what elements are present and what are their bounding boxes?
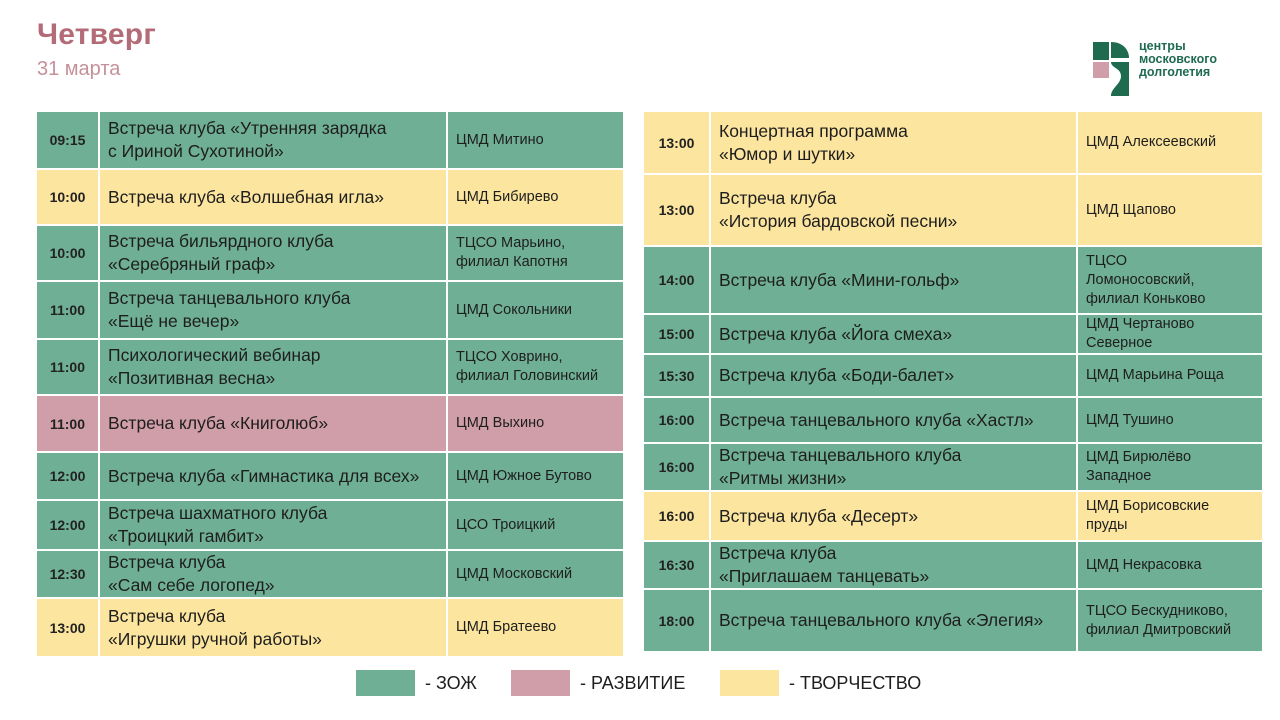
brand-logo: центры московского долголетия xyxy=(1093,40,1253,100)
event-time: 11:00 xyxy=(35,394,100,453)
event-time: 10:00 xyxy=(35,168,100,226)
event-title: Встреча танцевального клуба «Ещё не вечер… xyxy=(98,280,448,340)
event-time: 15:30 xyxy=(642,353,711,398)
event-venue: ТЦСО Бескудниково, филиал Дмитровский xyxy=(1076,588,1264,653)
event-title: Встреча клуба «Гимнастика для всех» xyxy=(98,451,448,501)
event-title: Встреча клуба «Волшебная игла» xyxy=(98,168,448,226)
event-title: Встреча танцевального клуба «Ритмы жизни» xyxy=(709,442,1078,492)
event-title: Встреча клуба «Мини-гольф» xyxy=(709,245,1078,315)
schedule-row: 16:30 Встреча клуба «Приглашаем танцевать»… xyxy=(642,540,1264,590)
event-venue: ЦМД Южное Бутово xyxy=(446,451,625,501)
event-time: 13:00 xyxy=(642,173,711,247)
event-title: Психологический вебинар «Позитивная весна… xyxy=(98,338,448,396)
event-venue: ЦМД Марьина Роща xyxy=(1076,353,1264,398)
event-time: 16:00 xyxy=(642,490,711,542)
schedule-row: 15:00 Встреча клуба «Йога смеха» ЦМД Черта… xyxy=(642,313,1264,355)
schedule-row: 16:00 Встреча клуба «Десерт» ЦМД Борисовск… xyxy=(642,490,1264,542)
event-title: Встреча шахматного клуба «Троицкий гамбит… xyxy=(98,499,448,551)
page-date: 31 марта xyxy=(37,58,121,80)
event-title: Встреча клуба «История бардовской песни» xyxy=(709,173,1078,247)
event-time: 16:30 xyxy=(642,540,711,590)
legend-item-tvorchestvo: - ТВОРЧЕСТВО xyxy=(720,670,921,696)
event-title: Встреча танцевального клуба «Хастл» xyxy=(709,396,1078,444)
legend-swatch xyxy=(720,670,779,696)
event-time: 11:00 xyxy=(35,338,100,396)
event-time: 16:00 xyxy=(642,442,711,492)
schedule-row: 11:00 Психологический вебинар «Позитивная … xyxy=(35,338,625,396)
event-title: Встреча клуба «Боди-балет» xyxy=(709,353,1078,398)
event-time: 10:00 xyxy=(35,224,100,282)
event-venue: ЦМД Борисовские пруды xyxy=(1076,490,1264,542)
schedule-row: 12:30 Встреча клуба «Сам себе логопед» ЦМД … xyxy=(35,549,625,599)
event-time: 13:00 xyxy=(35,597,100,658)
legend-swatch xyxy=(511,670,570,696)
event-time: 14:00 xyxy=(642,245,711,315)
event-venue: ЦМД Братеево xyxy=(446,597,625,658)
schedule-row: 11:00 Встреча танцевального клуба «Ещё не … xyxy=(35,280,625,340)
event-venue: ЦМД Тушино xyxy=(1076,396,1264,444)
schedule-row: 14:00 Встреча клуба «Мини-гольф» ТЦСО Ломон… xyxy=(642,245,1264,315)
event-venue: ТЦСО Марьино, филиал Капотня xyxy=(446,224,625,282)
event-time: 09:15 xyxy=(35,110,100,170)
page-title: Четверг xyxy=(37,18,157,51)
event-venue: ЦМД Бирюлёво Западное xyxy=(1076,442,1264,492)
event-venue: ЦМД Выхино xyxy=(446,394,625,453)
legend-label: - РАЗВИТИЕ xyxy=(580,672,686,693)
legend-label: - ТВОРЧЕСТВО xyxy=(789,672,922,693)
event-title: Встреча бильярдного клуба «Серебряный гра… xyxy=(98,224,448,282)
legend-swatch xyxy=(356,670,415,696)
event-title: Встреча клуба «Десерт» xyxy=(709,490,1078,542)
event-title: Встреча клуба «Игрушки ручной работы» xyxy=(98,597,448,658)
event-venue: ЦМД Щапово xyxy=(1076,173,1264,247)
event-time: 12:00 xyxy=(35,499,100,551)
logo-line: центры xyxy=(1139,39,1186,53)
schedule-row: 13:00 Концертная программа «Юмор и шутки» Ц… xyxy=(642,110,1264,175)
event-time: 11:00 xyxy=(35,280,100,340)
logo-text: центры московского долголетия xyxy=(1139,40,1217,79)
legend-label: - ЗОЖ xyxy=(425,672,477,693)
schedule-row: 16:00 Встреча танцевального клуба «Ритмы ж… xyxy=(642,442,1264,492)
event-time: 13:00 xyxy=(642,110,711,175)
event-venue: ЦМД Бибирево xyxy=(446,168,625,226)
event-venue: ЦМД Московский xyxy=(446,549,625,599)
schedule-row: 10:00 Встреча клуба «Волшебная игла» ЦМД Б… xyxy=(35,168,625,226)
schedule-row: 12:00 Встреча шахматного клуба «Троицкий г… xyxy=(35,499,625,551)
event-venue: ЦМД Чертаново Северное xyxy=(1076,313,1264,355)
event-title: Концертная программа «Юмор и шутки» xyxy=(709,110,1078,175)
logo-line: московского xyxy=(1139,52,1217,66)
event-time: 18:00 xyxy=(642,588,711,653)
schedule-table-left: 09:15 Встреча клуба «Утренняя зарядка с Ир… xyxy=(35,110,625,658)
logo-mark-icon xyxy=(1093,40,1133,98)
schedule-row: 18:00 Встреча танцевального клуба «Элегия… xyxy=(642,588,1264,653)
schedule-row: 11:00 Встреча клуба «Книголюб» ЦМД Выхино xyxy=(35,394,625,453)
event-title: Встреча клуба «Сам себе логопед» xyxy=(98,549,448,599)
legend-item-zozh: - ЗОЖ xyxy=(356,670,477,696)
schedule-row: 13:00 Встреча клуба «История бардовской пе… xyxy=(642,173,1264,247)
logo-line: долголетия xyxy=(1139,65,1211,79)
schedule-row: 09:15 Встреча клуба «Утренняя зарядка с Ир… xyxy=(35,110,625,170)
event-time: 15:00 xyxy=(642,313,711,355)
event-venue: ЦМД Некрасовка xyxy=(1076,540,1264,590)
event-time: 16:00 xyxy=(642,396,711,444)
event-venue: ЦСО Троицкий xyxy=(446,499,625,551)
event-venue: ЦМД Алексеевский xyxy=(1076,110,1264,175)
schedule-row: 13:00 Встреча клуба «Игрушки ручной работы… xyxy=(35,597,625,658)
schedule-table-right: 13:00 Концертная программа «Юмор и шутки» Ц… xyxy=(642,110,1264,653)
event-time: 12:00 xyxy=(35,451,100,501)
event-title: Встреча танцевального клуба «Элегия» xyxy=(709,588,1078,653)
schedule-row: 16:00 Встреча танцевального клуба «Хастл»… xyxy=(642,396,1264,444)
event-title: Встреча клуба «Утренняя зарядка с Ириной … xyxy=(98,110,448,170)
event-venue: ТЦСО Ховрино, филиал Головинский xyxy=(446,338,625,396)
event-time: 12:30 xyxy=(35,549,100,599)
event-title: Встреча клуба «Книголюб» xyxy=(98,394,448,453)
event-venue: ТЦСО Ломоносовский, филиал Коньково xyxy=(1076,245,1264,315)
legend-item-razvitie: - РАЗВИТИЕ xyxy=(511,670,685,696)
schedule-row: 10:00 Встреча бильярдного клуба «Серебряны… xyxy=(35,224,625,282)
event-venue: ЦМД Сокольники xyxy=(446,280,625,340)
event-title: Встреча клуба «Йога смеха» xyxy=(709,313,1078,355)
schedule-row: 15:30 Встреча клуба «Боди-балет» ЦМД Марьи… xyxy=(642,353,1264,398)
event-title: Встреча клуба «Приглашаем танцевать» xyxy=(709,540,1078,590)
event-venue: ЦМД Митино xyxy=(446,110,625,170)
schedule-row: 12:00 Встреча клуба «Гимнастика для всех»… xyxy=(35,451,625,501)
